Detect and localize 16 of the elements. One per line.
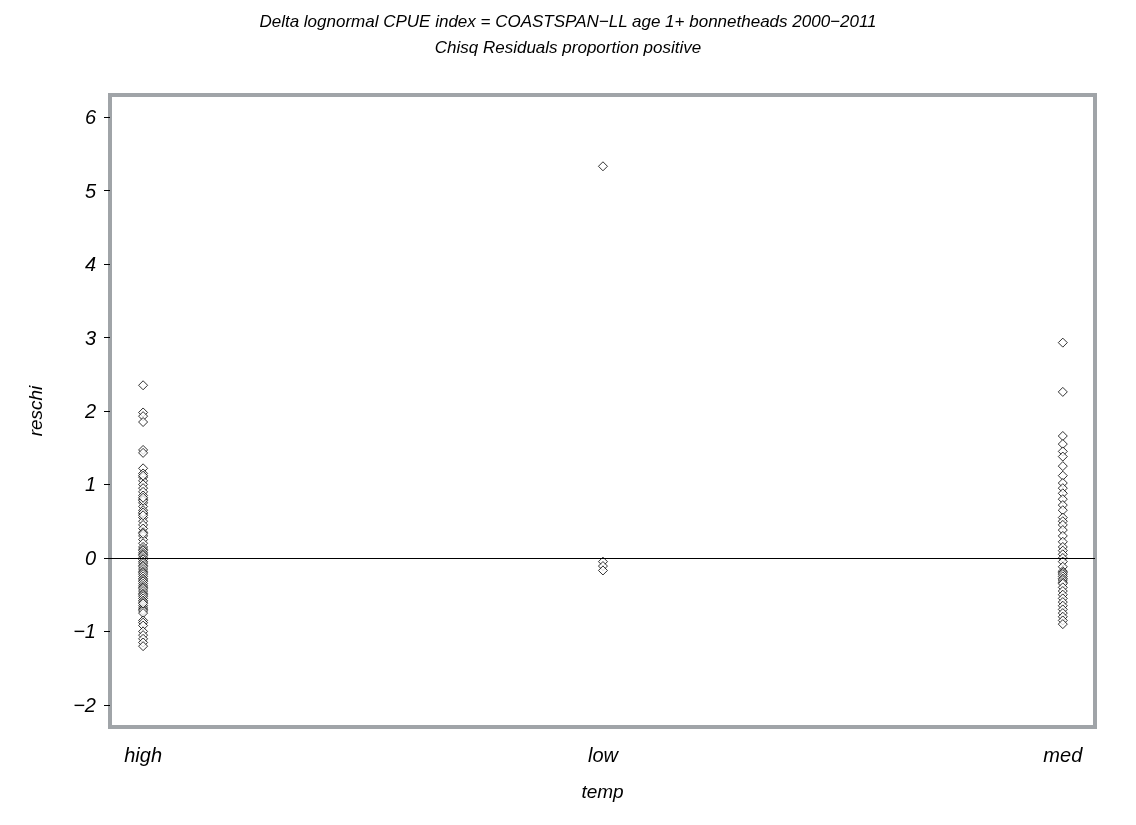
x-tick-label: low <box>587 744 620 766</box>
x-axis-title: temp <box>581 781 624 802</box>
chart-title: Delta lognormal CPUE index = COASTSPAN−LL age 1+ bonnetheads 2000−2011 <box>259 12 877 31</box>
chart-subtitle: Chisq Residuals proportion positive <box>434 38 702 57</box>
y-tick-label: 0 <box>84 546 96 569</box>
y-tick-label: 4 <box>84 253 96 276</box>
y-tick-label: 1 <box>84 473 96 496</box>
y-tick-label: 3 <box>84 326 96 349</box>
y-tick-label: 5 <box>84 179 97 202</box>
y-axis-title: reschi <box>25 384 46 437</box>
y-tick-label: 6 <box>84 106 97 129</box>
y-tick-label: 2 <box>83 400 96 422</box>
y-tick-label: −2 <box>73 693 96 716</box>
y-tick-label: −1 <box>73 620 96 643</box>
x-tick-label: med <box>1043 744 1084 766</box>
x-tick-label: high <box>124 744 163 766</box>
